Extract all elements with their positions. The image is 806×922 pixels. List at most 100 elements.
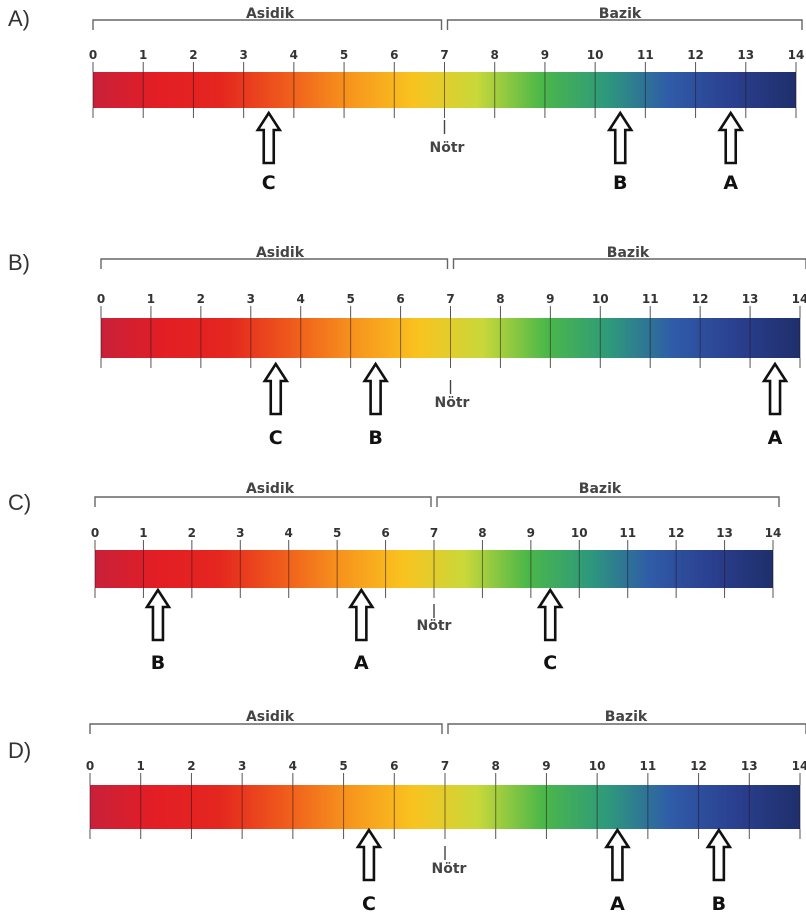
tick-label: 9 [546, 292, 555, 306]
base-label: Bazik [606, 245, 650, 261]
tick-label: 2 [189, 48, 198, 62]
arrow-letter: A [723, 172, 739, 194]
tick-label: 2 [187, 526, 197, 540]
option-a: A) Asidik Bazik Nötr [0, 0, 806, 225]
tick-label: 12 [687, 48, 704, 62]
tick-label: 9 [526, 526, 536, 540]
tick-label: 3 [246, 292, 255, 306]
tick-label: 4 [289, 48, 299, 62]
tick-label: 8 [491, 759, 500, 773]
up-arrow-icon [362, 361, 389, 416]
acid-label: Asidik [255, 245, 305, 261]
tick-label: 3 [239, 48, 248, 62]
option-b: B) Asidik Bazik Nötr [0, 0, 806, 411]
tick-label: 6 [381, 526, 390, 540]
arrow-letter: C [361, 893, 376, 915]
tick-label: 10 [591, 292, 609, 306]
option-label: B) [8, 250, 30, 275]
tick-label: 12 [691, 292, 709, 306]
tick-label: 13 [716, 526, 733, 540]
option-label: C) [8, 490, 32, 515]
base-label: Bazik [598, 6, 642, 22]
arrow-letter: C [543, 652, 558, 674]
tick-label: 0 [90, 526, 100, 540]
arrow-letter: A [353, 652, 369, 674]
tick-label: 1 [139, 48, 148, 62]
up-arrow-icon [262, 361, 290, 416]
base-label: Bazik [578, 481, 622, 497]
arrow-letter: B [711, 893, 727, 915]
tick-label: 7 [440, 759, 450, 773]
tick-label: 6 [390, 48, 399, 62]
tick-label: 8 [490, 48, 499, 62]
arrow-letter: C [261, 172, 276, 194]
tick-label: 3 [237, 759, 247, 773]
tick-label: 4 [284, 526, 293, 540]
tick-label: 7 [446, 292, 455, 306]
up-arrow-icon [705, 827, 733, 882]
tick-label: 0 [85, 759, 95, 773]
up-arrow-icon [347, 587, 375, 642]
neutral-label: Nötr [434, 395, 470, 411]
tick-label: 1 [146, 292, 156, 306]
tick-label: 12 [667, 526, 685, 540]
tick-label: 13 [740, 759, 758, 773]
base-bracket [452, 258, 806, 269]
tick-label: 14 [764, 526, 782, 540]
base-label: Bazik [604, 709, 648, 725]
neutral-label: Nötr [416, 618, 452, 634]
up-arrow-icon [604, 827, 631, 882]
up-arrow-icon [536, 587, 564, 642]
tick-label: 9 [540, 48, 550, 62]
tick-label: 5 [339, 759, 348, 773]
tick-label: 4 [288, 759, 298, 773]
tick-label: 8 [496, 292, 505, 306]
tick-label: 10 [586, 48, 604, 62]
up-arrow-icon [606, 110, 634, 165]
tick-label: 14 [791, 292, 806, 306]
acid-bracket [92, 19, 443, 30]
option-label: D) [8, 738, 32, 763]
arrow-letter: A [610, 893, 625, 915]
option-d: D) Asidik Bazik Nötr [0, 0, 806, 877]
tick-label: 7 [429, 526, 439, 540]
tick-label: 5 [332, 526, 342, 540]
option-c: C) Asidik Bazik Nötr [0, 0, 806, 634]
up-arrow-icon [355, 827, 383, 882]
tick-label: 2 [196, 292, 206, 306]
tick-label: 7 [440, 48, 449, 62]
tick-label: 3 [236, 526, 245, 540]
arrow-letter: B [150, 652, 166, 674]
arrow-letter: A [767, 427, 783, 449]
up-arrow-icon [255, 110, 283, 165]
up-arrow-icon [144, 587, 172, 642]
neutral-label: Nötr [431, 861, 467, 877]
tick-label: 5 [339, 48, 349, 62]
arrow-letter: B [368, 427, 383, 449]
up-arrow-icon [761, 361, 789, 416]
tick-label: 11 [639, 759, 657, 773]
tick-label: 0 [96, 292, 106, 306]
tick-label: 10 [588, 759, 606, 773]
option-label: A) [8, 6, 30, 31]
acid-label: Asidik [245, 709, 295, 725]
tick-label: 6 [390, 759, 399, 773]
acid-bracket [94, 496, 432, 507]
tick-label: 9 [542, 759, 551, 773]
arrow-letter: C [268, 427, 283, 449]
tick-label: 6 [396, 292, 405, 306]
tick-label: 11 [636, 48, 654, 62]
base-bracket [447, 723, 806, 734]
tick-label: 11 [619, 526, 637, 540]
acid-bracket [89, 723, 443, 734]
tick-label: 13 [741, 292, 759, 306]
base-bracket [446, 19, 803, 30]
tick-label: 2 [187, 759, 196, 773]
up-arrow-icon [717, 110, 745, 165]
tick-label: 8 [478, 526, 487, 540]
acid-bracket [100, 258, 449, 269]
tick-label: 14 [787, 48, 805, 62]
tick-label: 1 [139, 526, 148, 540]
tick-label: 1 [136, 759, 145, 773]
